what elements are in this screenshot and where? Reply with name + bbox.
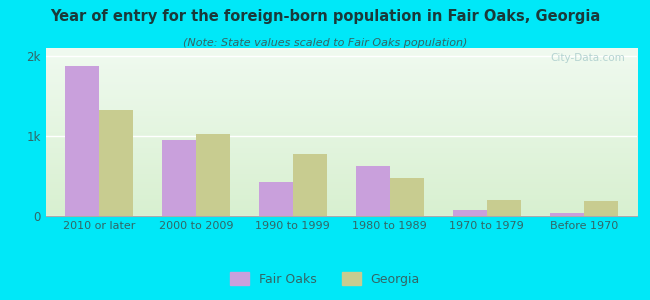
Bar (584, 201, 618, 216)
Bar (292, 154, 327, 216)
Bar (453, 210, 487, 216)
Bar (99, 110, 133, 216)
Bar (550, 213, 584, 216)
Text: (Note: State values scaled to Fair Oaks population): (Note: State values scaled to Fair Oaks … (183, 38, 467, 47)
Bar (65, 66, 99, 216)
Bar (390, 178, 424, 216)
Text: City-Data.com: City-Data.com (551, 53, 625, 63)
Bar (196, 134, 229, 216)
Bar (162, 140, 196, 216)
Bar (259, 182, 292, 216)
Text: Year of entry for the foreign-born population in Fair Oaks, Georgia: Year of entry for the foreign-born popul… (50, 9, 600, 24)
Bar (487, 200, 521, 216)
Legend: Fair Oaks, Georgia: Fair Oaks, Georgia (226, 267, 424, 291)
Bar (356, 167, 390, 216)
